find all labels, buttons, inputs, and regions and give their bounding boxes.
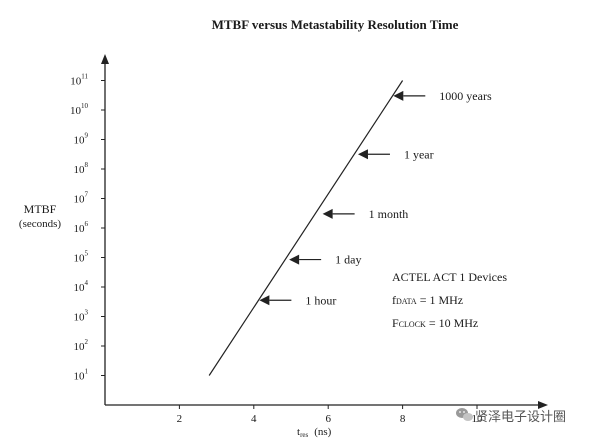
y-tick-label: 1011 (70, 73, 88, 88)
device-note-line2: fDATA = 1 MHz (392, 293, 463, 307)
fclock-symbol: F (392, 316, 399, 330)
annotation-label: 1 year (404, 147, 434, 161)
y-axis-label-line1: MTBF (24, 202, 57, 216)
y-tick-base: 10 (74, 282, 86, 294)
x-axis-ticks: 2 4 6 8 10 (177, 405, 483, 425)
y-tick-label: 101 (74, 368, 89, 383)
x-axis-label-subscript: res (300, 431, 308, 439)
y-tick-label: 107 (74, 191, 89, 206)
x-tick-label: 4 (251, 413, 257, 425)
y-tick-base: 10 (74, 253, 86, 265)
y-tick-label: 106 (74, 220, 89, 235)
y-tick-exponent: 11 (81, 73, 88, 81)
device-note-line1: ACTEL ACT 1 Devices (392, 270, 507, 284)
y-tick-exponent: 4 (85, 279, 89, 287)
annotation-label: 1 day (335, 253, 361, 267)
x-tick-label: 8 (400, 413, 406, 425)
y-tick-label: 103 (74, 309, 89, 324)
y-tick-base: 10 (70, 76, 82, 88)
annotation-arrow-icon (322, 208, 333, 219)
y-tick-exponent: 6 (85, 220, 89, 228)
x-axis-label-units: (ns) (314, 426, 331, 438)
y-axis-label-line2: (seconds) (19, 218, 61, 230)
fdata-symbol: f (392, 293, 396, 307)
y-tick-exponent: 5 (85, 250, 89, 258)
annotation-arrow-icon (357, 149, 368, 160)
x-axis-label-main: t (297, 426, 300, 438)
y-tick-base: 10 (74, 371, 86, 383)
annotation-arrow-icon (259, 295, 270, 306)
x-tick-label: 10 (472, 413, 484, 425)
device-note-line3: FCLOCK = 10 MHz (392, 316, 478, 330)
y-tick-exponent: 8 (85, 161, 89, 169)
y-tick-base: 10 (70, 105, 82, 117)
annotation: 1 hour (259, 293, 336, 307)
fdata-value: = 1 MHz (417, 293, 463, 307)
y-tick-exponent: 7 (85, 191, 89, 199)
fdata-subscript: DATA (396, 297, 417, 306)
x-axis-label: tres (ns) (297, 426, 332, 439)
y-tick-exponent: 1 (85, 368, 89, 376)
y-tick-label: 109 (74, 132, 89, 147)
annotation: 1 month (322, 207, 409, 221)
y-tick-label: 108 (74, 161, 89, 176)
y-tick-exponent: 10 (81, 102, 89, 110)
wechat-icon (456, 408, 473, 421)
fclock-value: = 10 MHz (426, 316, 478, 330)
y-tick-base: 10 (74, 341, 86, 353)
annotation: 1 year (357, 147, 434, 161)
y-tick-base: 10 (74, 135, 86, 147)
x-tick-label: 6 (325, 413, 331, 425)
y-tick-base: 10 (74, 312, 86, 324)
watermark-text: 贤泽电子设计圈 (475, 409, 566, 424)
y-axis-arrow-icon (101, 54, 109, 64)
y-tick-base: 10 (74, 194, 86, 206)
y-tick-label: 102 (74, 338, 89, 353)
y-tick-label: 1010 (70, 102, 89, 117)
annotation: 1000 years (393, 89, 492, 103)
series-lines (208, 80, 404, 376)
y-tick-exponent: 2 (85, 338, 89, 346)
chart-title: MTBF versus Metastability Resolution Tim… (212, 17, 459, 32)
annotation-arrow-icon (393, 90, 404, 101)
annotation-label: 1 month (369, 207, 409, 221)
y-tick-base: 10 (74, 164, 86, 176)
annotation: 1 day (289, 253, 361, 267)
annotation-arrow-icon (289, 254, 300, 265)
y-tick-base: 10 (74, 223, 86, 235)
y-tick-exponent: 9 (85, 132, 89, 140)
device-note: ACTEL ACT 1 Devices fDATA = 1 MHz FCLOCK… (392, 270, 507, 330)
y-tick-label: 104 (74, 279, 89, 294)
x-tick-label: 2 (177, 413, 183, 425)
annotation-label: 1000 years (439, 89, 492, 103)
axes (101, 54, 548, 409)
watermark: 贤泽电子设计圈 (456, 408, 566, 424)
x-axis-arrow-icon (538, 401, 548, 409)
y-tick-exponent: 3 (85, 309, 89, 317)
annotations: 1 hour 1 day 1 month 1 year 1000 years (259, 89, 492, 307)
series-line (208, 80, 404, 376)
y-tick-label: 105 (74, 250, 89, 265)
annotation-label: 1 hour (305, 293, 336, 307)
fclock-subscript: CLOCK (399, 320, 426, 329)
